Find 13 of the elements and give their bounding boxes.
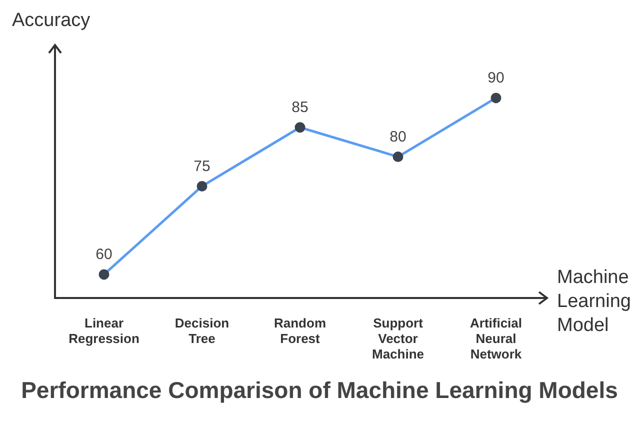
data-label: 85 xyxy=(292,99,308,116)
y-axis-title: Accuracy xyxy=(12,10,90,32)
x-tick-label: Artificial Neural Network xyxy=(470,315,522,362)
data-label: 60 xyxy=(96,246,112,264)
x-axis-title: Machine Learning Model xyxy=(557,266,632,338)
x-tick-label: Support Vector Machine xyxy=(372,315,424,362)
data-label: 80 xyxy=(390,128,406,146)
x-tick-label: Linear Regression xyxy=(68,315,140,346)
x-tick-label: Random Forest xyxy=(274,315,326,346)
x-tick-label: Decision Tree xyxy=(174,315,230,346)
text: Performance Comparison of Machine Learning Models xyxy=(20,376,619,405)
data-label: 90 xyxy=(488,70,504,87)
data-label: 75 xyxy=(194,158,210,175)
